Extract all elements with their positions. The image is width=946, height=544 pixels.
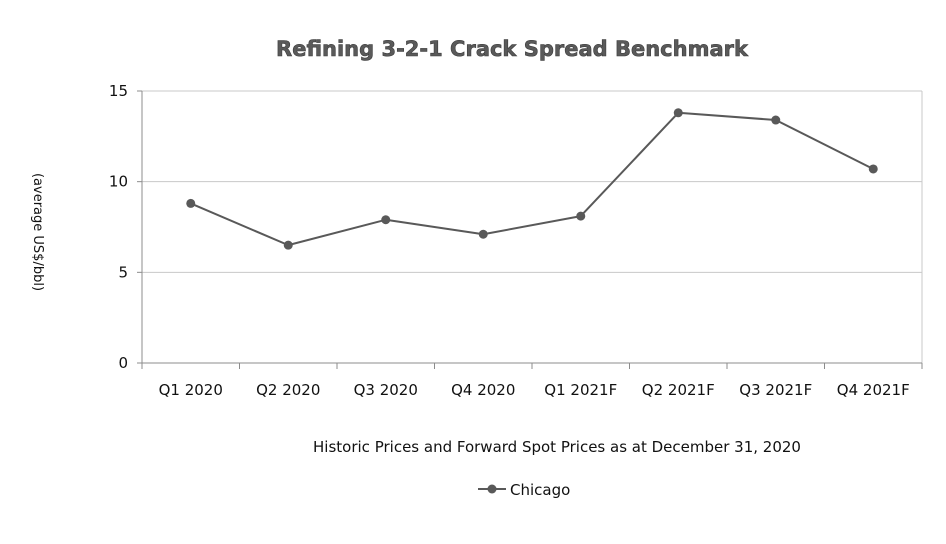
x-tick-label-q3-2021f: Q3 2021F xyxy=(739,381,812,399)
x-tick-label-q1-2021f: Q1 2021F xyxy=(544,381,617,399)
data-point-chicago-q3-2021f xyxy=(771,115,781,125)
legend: Chicago xyxy=(478,481,570,499)
y-axis-label: (average US$/bbl) xyxy=(30,173,45,291)
y-tick-label-15: 15 xyxy=(109,82,128,100)
y-tick-label-0: 0 xyxy=(118,354,128,372)
x-tick-label-q2-2021f: Q2 2021F xyxy=(642,381,715,399)
x-tick-label-q1-2020: Q1 2020 xyxy=(159,381,223,399)
data-point-chicago-q1-2021f xyxy=(576,211,586,221)
chart-title: Refining 3-2-1 Crack Spread Benchmark xyxy=(276,37,749,61)
data-point-chicago-q1-2020 xyxy=(186,198,196,208)
data-point-chicago-q4-2021f xyxy=(868,164,878,174)
series-line-chicago xyxy=(190,111,874,247)
data-point-chicago-q3-2020 xyxy=(381,215,391,225)
x-tick-label-q4-2021f: Q4 2021F xyxy=(837,381,910,399)
x-tick-label-q3-2020: Q3 2020 xyxy=(354,381,418,399)
y-tick-label-5: 5 xyxy=(118,263,128,281)
data-point-chicago-q2-2020 xyxy=(283,240,293,250)
y-tick-label-10: 10 xyxy=(109,173,128,191)
data-point-chicago-q4-2020 xyxy=(478,229,488,239)
plot-area: 0 5 10 15 Q1 2020 Q2 2020 Q3 2020 Q4 2020 Q1 202… xyxy=(109,82,923,399)
data-point-chicago-q2-2021f xyxy=(673,108,683,118)
legend-marker-chicago xyxy=(487,484,497,494)
x-axis-label: Historic Prices and Forward Spot Prices … xyxy=(313,438,801,456)
x-tick-label-q2-2020: Q2 2020 xyxy=(256,381,320,399)
legend-label-chicago: Chicago xyxy=(510,481,570,499)
x-tick-label-q4-2020: Q4 2020 xyxy=(451,381,515,399)
